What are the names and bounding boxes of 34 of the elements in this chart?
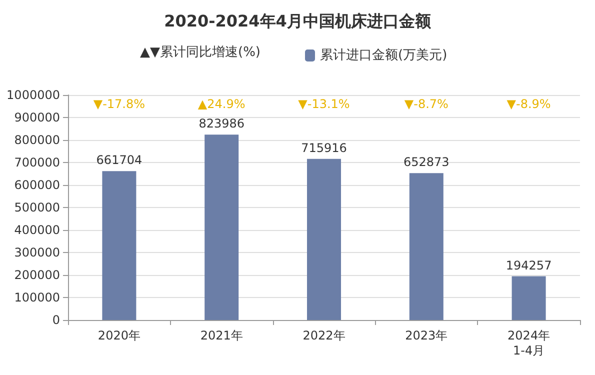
y-tick-label: 200000 bbox=[14, 268, 60, 282]
annotation: ▼-13.1% bbox=[298, 97, 350, 111]
x-tick-label: 2021年 bbox=[200, 328, 243, 342]
y-tick-label: 900000 bbox=[14, 110, 60, 124]
bar bbox=[204, 134, 239, 320]
data-label: 715916 bbox=[301, 140, 347, 155]
bar bbox=[307, 158, 341, 320]
y-tick-label: 300000 bbox=[14, 246, 60, 260]
x-tick-label: 2023年 bbox=[405, 328, 448, 342]
annotation: ▲24.9% bbox=[198, 97, 246, 111]
data-label: 652873 bbox=[403, 155, 450, 170]
chart-title: 2020-2024年4月中国机床进口金额 bbox=[164, 12, 432, 30]
y-tick-label: 800000 bbox=[14, 133, 60, 147]
x-tick-label: 2022年 bbox=[302, 328, 346, 342]
annotation: ▼-8.7% bbox=[404, 97, 448, 111]
y-tick-label: 500000 bbox=[14, 200, 60, 214]
annotation: ▼-17.8% bbox=[93, 97, 146, 111]
bar bbox=[512, 276, 546, 320]
bar bbox=[409, 173, 444, 320]
y-tick-label: 0 bbox=[52, 313, 60, 327]
legend-label: 累计进口金额(万美元) bbox=[320, 47, 448, 63]
data-label: 661704 bbox=[96, 153, 142, 168]
x-tick-label: 2024年 1-4月 bbox=[508, 328, 550, 358]
y-tick-label: 1000000 bbox=[6, 88, 60, 102]
y-tick-label: 400000 bbox=[14, 223, 60, 237]
y-tick-label: 600000 bbox=[14, 178, 60, 192]
data-label: 194257 bbox=[506, 258, 552, 272]
y-tick-label: 100000 bbox=[14, 290, 60, 304]
y-tick-label: 700000 bbox=[14, 156, 60, 170]
text: ▲▼累计同比增速(%) bbox=[140, 45, 260, 60]
x-tick-label: 2020年 bbox=[98, 328, 140, 342]
annotation: ▼-8.9% bbox=[506, 97, 551, 111]
bar bbox=[102, 171, 136, 320]
data-label: 823986 bbox=[198, 116, 245, 131]
